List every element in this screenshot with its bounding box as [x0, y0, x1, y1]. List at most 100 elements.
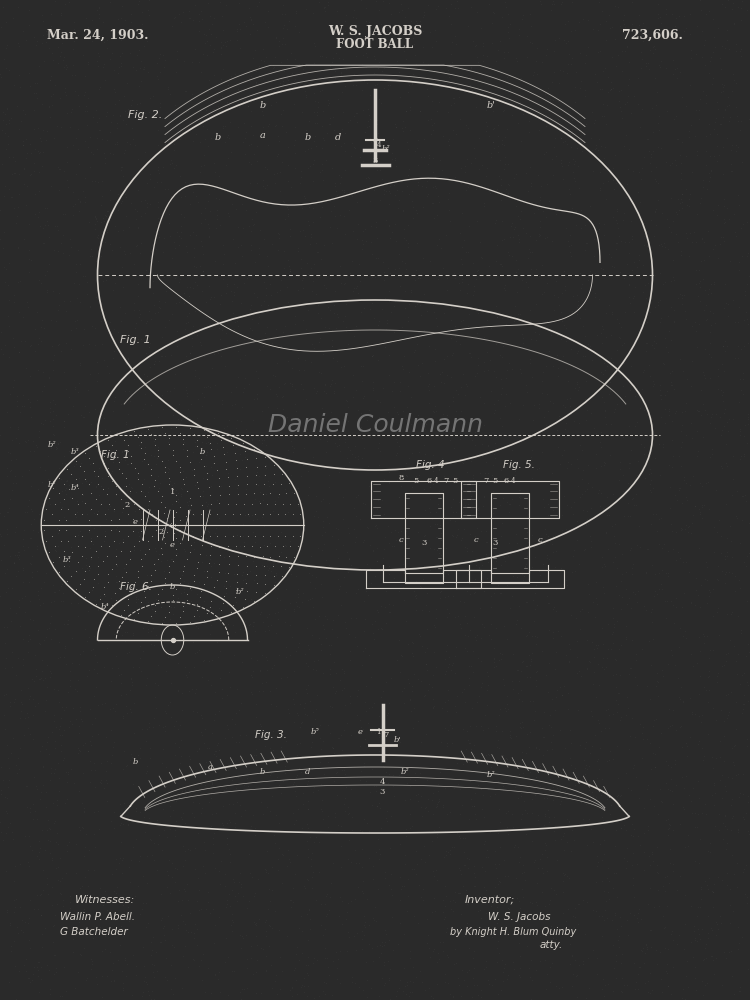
Point	[621, 689, 633, 705]
Point	[32, 622, 44, 638]
Point	[557, 134, 569, 150]
Point	[0, 505, 6, 521]
Point	[486, 977, 498, 993]
Point	[652, 806, 664, 822]
Point	[367, 940, 379, 956]
Point	[463, 851, 475, 867]
Point	[542, 655, 554, 671]
Point	[57, 206, 69, 222]
Point	[196, 519, 208, 535]
Point	[60, 486, 72, 502]
Text: 2: 2	[159, 528, 164, 536]
Point	[98, 533, 110, 549]
Point	[468, 865, 480, 881]
Point	[530, 261, 542, 277]
Point	[138, 335, 150, 351]
Point	[469, 785, 481, 801]
Point	[261, 177, 273, 193]
Point	[45, 18, 57, 34]
Point	[115, 491, 127, 507]
Point	[110, 892, 122, 908]
Point	[614, 536, 626, 552]
Point	[13, 551, 25, 567]
Point	[526, 972, 538, 988]
Point	[598, 150, 610, 166]
Point	[141, 848, 153, 864]
Point	[350, 508, 362, 524]
Point	[171, 545, 183, 561]
Point	[244, 26, 256, 42]
Point	[619, 96, 631, 112]
Point	[584, 758, 596, 774]
Point	[30, 37, 42, 53]
Point	[468, 960, 480, 976]
Point	[386, 942, 398, 958]
Point	[39, 217, 51, 233]
Point	[676, 404, 688, 420]
Point	[514, 900, 526, 916]
Point	[78, 571, 90, 587]
Point	[373, 795, 385, 811]
Point	[625, 377, 637, 393]
Point	[91, 506, 103, 522]
Point	[220, 444, 232, 460]
Point	[427, 179, 439, 195]
Point	[699, 341, 711, 357]
Point	[667, 6, 679, 22]
Point	[580, 116, 592, 132]
Point	[13, 963, 25, 979]
Point	[193, 902, 205, 918]
Point	[440, 924, 452, 940]
Point	[446, 90, 458, 106]
Point	[481, 312, 493, 328]
Point	[18, 957, 30, 973]
Point	[509, 463, 520, 479]
Point	[182, 308, 194, 324]
Point	[506, 107, 518, 123]
Point	[313, 864, 325, 880]
Point	[82, 842, 94, 858]
Point	[152, 71, 164, 87]
Point	[302, 872, 314, 888]
Point	[684, 186, 696, 202]
Point	[188, 507, 200, 523]
Point	[141, 199, 153, 215]
Point	[383, 196, 395, 212]
Point	[360, 233, 372, 249]
Point	[412, 177, 424, 193]
Point	[232, 239, 244, 255]
Point	[220, 0, 232, 13]
Point	[354, 772, 366, 788]
Point	[555, 0, 567, 12]
Point	[456, 274, 468, 290]
Point	[22, 498, 34, 514]
Point	[478, 329, 490, 345]
Point	[309, 38, 321, 54]
Point	[203, 555, 215, 571]
Point	[458, 232, 470, 248]
Point	[352, 402, 364, 418]
Point	[467, 950, 479, 966]
Point	[441, 348, 453, 364]
Point	[484, 588, 496, 604]
Point	[676, 521, 688, 537]
Point	[610, 738, 622, 754]
Point	[401, 134, 413, 150]
Point	[348, 66, 360, 82]
Point	[38, 378, 50, 394]
Point	[77, 409, 89, 425]
Point	[393, 37, 405, 53]
Point	[714, 908, 726, 924]
Point	[600, 13, 612, 29]
Point	[607, 160, 619, 176]
Point	[40, 26, 53, 42]
Point	[278, 376, 290, 392]
Point	[246, 496, 258, 512]
Point	[209, 190, 221, 206]
Point	[651, 956, 663, 972]
Point	[742, 826, 750, 842]
Point	[654, 314, 666, 330]
Point	[182, 385, 194, 401]
Point	[514, 458, 526, 474]
Point	[311, 383, 323, 399]
